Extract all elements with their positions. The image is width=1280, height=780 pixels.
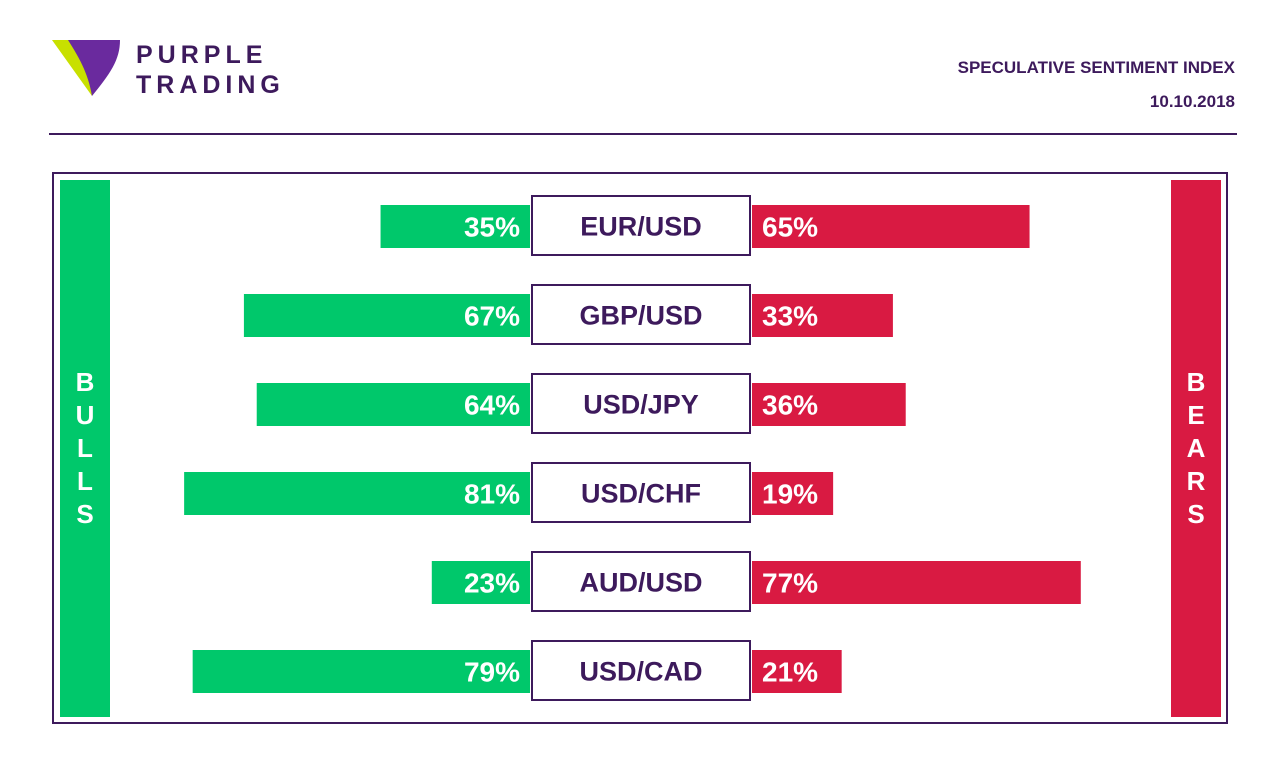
bulls-letter: L bbox=[77, 466, 93, 496]
bulls-bar bbox=[256, 383, 530, 426]
currency-pair-label: USD/JPY bbox=[583, 390, 699, 420]
bears-bar bbox=[752, 205, 1030, 248]
currency-pair-box bbox=[531, 373, 751, 434]
bulls-letter: S bbox=[76, 499, 94, 529]
purple-trading-logo-icon bbox=[52, 40, 120, 96]
bulls-letter: U bbox=[75, 400, 95, 430]
bulls-value-label: 81% bbox=[464, 479, 520, 510]
currency-pair-box bbox=[531, 462, 751, 523]
bears-value-label: 77% bbox=[762, 568, 818, 599]
bulls-side-bar: B U L L S bbox=[60, 180, 110, 717]
currency-pair-box bbox=[531, 284, 751, 345]
bulls-letter: L bbox=[77, 433, 93, 463]
bulls-bar bbox=[431, 561, 530, 604]
bears-bar bbox=[752, 383, 906, 426]
bulls-letter: B bbox=[75, 367, 95, 397]
bulls-value-label: 35% bbox=[464, 212, 520, 243]
bulls-bar bbox=[192, 650, 531, 693]
brand-name-line-1: PURPLE bbox=[136, 41, 268, 69]
bulls-value-label: 64% bbox=[464, 390, 520, 421]
currency-pair-label: USD/CAD bbox=[579, 657, 702, 687]
bulls-bar bbox=[243, 294, 530, 337]
currency-pair-box bbox=[531, 640, 751, 701]
bears-bar bbox=[752, 472, 834, 515]
currency-pair-box bbox=[531, 195, 751, 256]
bears-bar bbox=[752, 561, 1081, 604]
report-title: SPECULATIVE SENTIMENT INDEX bbox=[957, 58, 1235, 77]
bears-side-bar: B E A R S bbox=[1171, 180, 1221, 717]
bulls-value-label: 79% bbox=[464, 657, 520, 688]
bears-letter: E bbox=[1187, 400, 1205, 430]
bears-bar bbox=[752, 650, 842, 693]
bears-value-label: 65% bbox=[762, 212, 818, 243]
brand-name-line-2: TRADING bbox=[136, 71, 285, 99]
currency-pair-label: GBP/USD bbox=[579, 301, 702, 331]
report-date: 10.10.2018 bbox=[1149, 92, 1235, 111]
bulls-bar bbox=[380, 205, 530, 248]
header-divider bbox=[49, 133, 1237, 135]
bears-value-label: 33% bbox=[762, 301, 818, 332]
bears-letter: R bbox=[1186, 466, 1206, 496]
currency-pair-label: AUD/USD bbox=[579, 568, 702, 598]
bulls-value-label: 23% bbox=[464, 568, 520, 599]
bulls-value-label: 67% bbox=[464, 301, 520, 332]
bears-value-label: 19% bbox=[762, 479, 818, 510]
chart-frame bbox=[52, 172, 1228, 724]
bears-value-label: 21% bbox=[762, 657, 818, 688]
bulls-bar bbox=[184, 472, 530, 515]
currency-pair-label: EUR/USD bbox=[580, 212, 702, 242]
bears-letter: S bbox=[1187, 499, 1205, 529]
bears-letter: B bbox=[1186, 367, 1206, 397]
bears-letter: A bbox=[1186, 433, 1206, 463]
bears-bar bbox=[752, 294, 893, 337]
currency-pair-box bbox=[531, 551, 751, 612]
currency-pair-label: USD/CHF bbox=[581, 479, 701, 509]
bears-value-label: 36% bbox=[762, 390, 818, 421]
